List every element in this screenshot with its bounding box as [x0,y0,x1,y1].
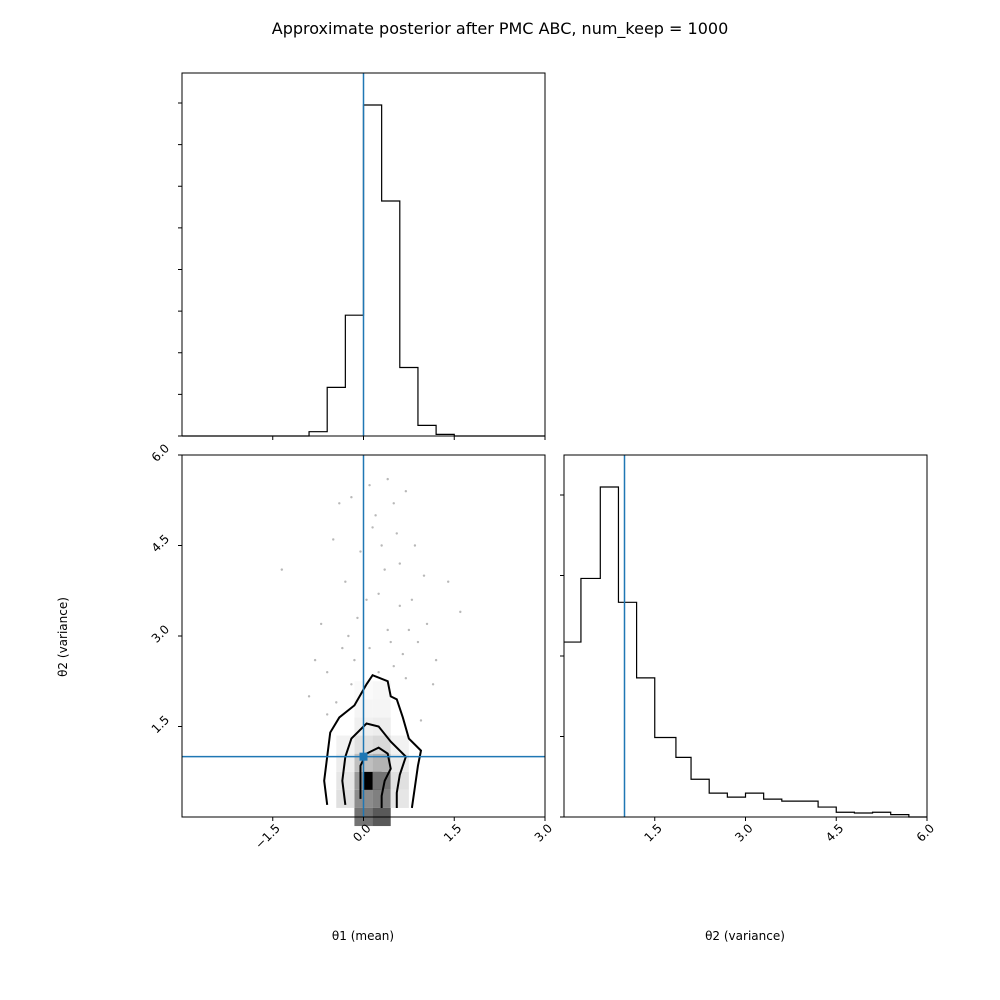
posterior-sample-point [410,598,414,601]
posterior-sample-point [307,695,311,698]
joint-xtick-label: −1.5 [252,821,283,852]
joint-xtick-label: 3.0 [532,821,555,844]
density-cell [336,771,355,790]
posterior-sample-point [434,658,438,662]
posterior-sample-point [338,502,341,505]
density-cell [372,699,391,718]
posterior-sample-point [395,532,398,535]
contour-level-3 [359,746,392,808]
posterior-sample-point [392,664,395,668]
posterior-sample-point [326,713,329,716]
posterior-sample-point [356,616,359,620]
theta2-xtick-label: 6.0 [914,821,937,844]
posterior-sample-point [419,719,423,722]
density-cell [372,717,391,736]
posterior-sample-point [335,701,338,704]
theta2-xtick-label: 3.0 [732,821,755,844]
posterior-sample-point [365,598,368,601]
theta2-marginal-x-axis-label: θ2 (variance) [705,929,785,943]
posterior-sample-point [380,544,383,547]
posterior-sample-point [422,574,426,577]
joint-y-axis-label: θ2 (variance) [56,597,70,677]
theta2-xtick-label: 4.5 [823,821,846,844]
posterior-sample-point [341,646,344,650]
posterior-sample-point [392,502,395,505]
posterior-sample-point [413,544,417,547]
contour-level-2 [341,722,407,808]
joint-x-axis-label: θ1 (mean) [332,929,394,943]
posterior-sample-point [404,677,408,680]
posterior-sample-point [313,658,317,662]
posterior-sample-point [431,683,435,686]
joint-ytick-label: 1.5 [149,713,172,736]
density-cell [390,789,409,808]
posterior-sample-point [459,610,462,614]
density-cell [390,735,409,754]
posterior-sample-point [383,568,386,571]
figure-title: Approximate posterior after PMC ABC, num… [272,19,729,39]
posterior-sample-point [377,592,380,595]
posterior-sample-point [344,580,347,583]
posterior-sample-point [386,628,389,632]
posterior-sample-point [398,562,401,565]
posterior-sample-point [350,496,353,499]
posterior-sample-point [368,483,371,487]
posterior-sample-point [280,568,284,571]
posterior-sample-point [447,580,450,583]
joint-truth-marker [359,752,368,761]
posterior-sample-point [319,622,323,626]
theta2-xtick-label: 1.5 [641,821,664,844]
joint-ytick-label: 4.5 [149,532,172,555]
posterior-sample-point [401,652,405,656]
posterior-sample-point [374,514,377,517]
posterior-sample-point [425,622,429,626]
posterior-sample-point [389,640,392,644]
theta2-marginal-panel: 1.5 3.0 4.5 6.0 [560,454,937,845]
posterior-sample-point [353,658,356,662]
posterior-sample-point [368,646,371,650]
joint-posterior-panel: −1.5 0.0 1.5 3.01.53.04.56.0 [149,441,555,852]
theta1-marginal-panel [178,72,546,440]
posterior-sample-point [404,490,408,493]
joint-ytick-label: 6.0 [149,441,172,464]
posterior-sample-point [332,538,335,541]
posterior-sample-point [350,683,353,686]
posterior-sample-point [398,604,401,608]
posterior-sample-point [386,477,389,481]
contour-level-1 [323,673,423,809]
density-cell [372,681,391,700]
posterior-sample-point [359,550,362,553]
posterior-sample-point [326,671,329,674]
density-cell [372,753,391,772]
joint-ytick-label: 3.0 [149,622,172,645]
posterior-sample-point [416,640,420,644]
posterior-sample-point [371,526,374,529]
posterior-sample-point [377,671,380,674]
theta2-histogram-line [564,486,927,818]
joint-xtick-label: 1.5 [441,821,464,844]
posterior-sample-point [407,628,411,632]
posterior-sample-point [347,634,350,638]
